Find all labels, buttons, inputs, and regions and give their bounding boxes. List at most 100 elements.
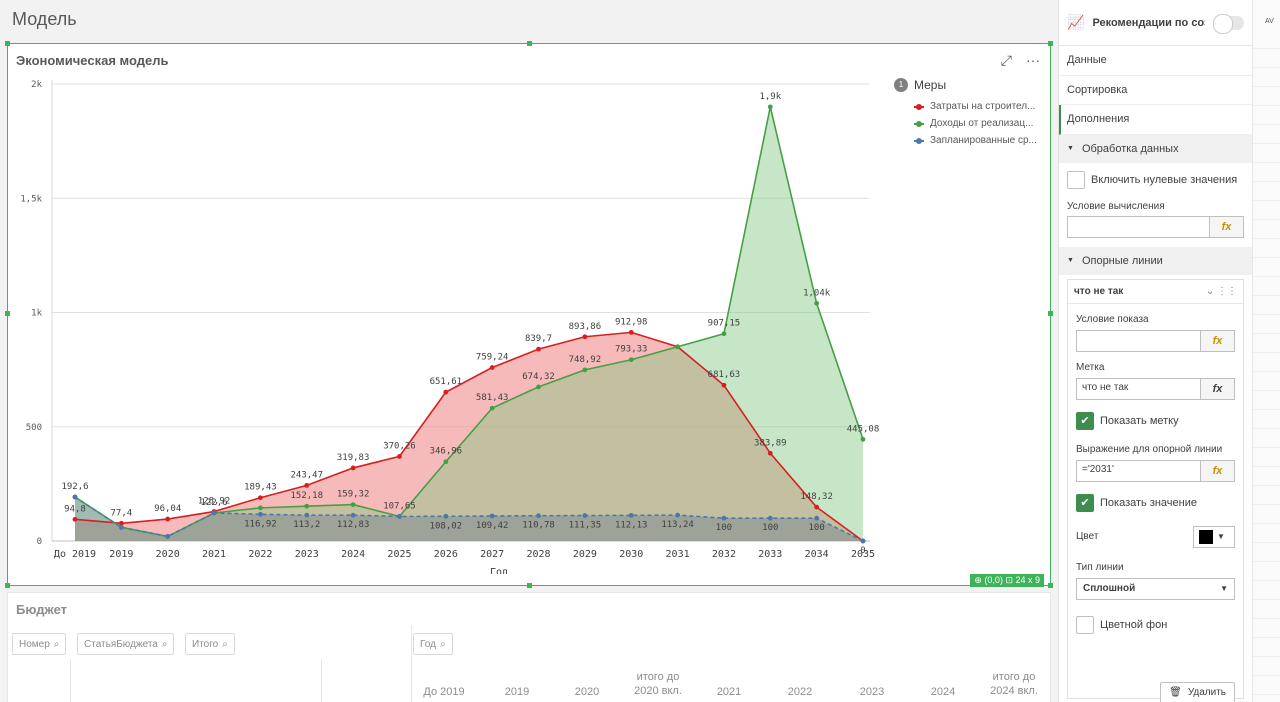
budget-panel[interactable]: Бюджет Номер ⌕ СтатьяБюджета ⌕ Итого ⌕ Год ⌕…	[7, 592, 1051, 702]
column-header[interactable]: итого до 2024 вкл.	[990, 671, 1038, 697]
data-label: 152,18	[291, 491, 324, 501]
data-point	[721, 382, 727, 388]
nav-addons[interactable]: Дополнения	[1059, 105, 1252, 135]
x-tick-label: 2032	[712, 549, 736, 560]
data-point	[814, 504, 820, 510]
data-label: 189,43	[244, 483, 277, 493]
data-label: 128,92	[198, 497, 231, 507]
nav-sorting[interactable]: Сортировка	[1059, 76, 1252, 105]
data-label: 100	[716, 523, 732, 533]
x-tick-label: 2030	[619, 549, 643, 560]
data-point	[814, 300, 820, 306]
data-label: 912,98	[615, 317, 648, 327]
y-tick-label: 2k	[31, 80, 42, 90]
data-label: 113,2	[293, 520, 320, 530]
series-line-2	[74, 496, 864, 542]
legend-swatch	[914, 103, 924, 110]
calc-condition-input[interactable]	[1067, 215, 1210, 238]
x-tick-label: 2022	[248, 549, 272, 560]
legend-item-revenue[interactable]: Доходы от реализац...	[894, 115, 1044, 132]
fx-button[interactable]: fx	[1201, 329, 1235, 352]
color-row: Цвет ▼	[1076, 525, 1235, 548]
resize-handle[interactable]	[527, 41, 532, 46]
column-header[interactable]: 2019	[504, 686, 530, 698]
label-input[interactable]: что не так	[1076, 377, 1201, 400]
data-point	[118, 520, 124, 526]
data-point	[860, 436, 866, 442]
right-edge-strip: AV	[1252, 0, 1280, 702]
filter-total[interactable]: Итого ⌕	[185, 633, 235, 655]
show-label-checkbox[interactable]: ✔	[1076, 411, 1094, 430]
column-header[interactable]: итого до 2020 вкл.	[634, 671, 682, 697]
search-icon: ⌕	[439, 638, 446, 650]
data-point	[211, 510, 217, 516]
resize-handle[interactable]	[5, 311, 10, 316]
include-zero-checkbox[interactable]	[1067, 170, 1085, 189]
data-label: 893,86	[569, 322, 602, 332]
fx-button[interactable]: fx	[1201, 377, 1235, 400]
show-condition-label: Условие показа	[1076, 313, 1149, 325]
y-tick-label: 1,5k	[20, 194, 42, 204]
data-label: 243,47	[291, 470, 324, 480]
chart-panel[interactable]: Экономическая модель ⤢ ··· 0 500 1k 1,5k 2k Д…	[5, 41, 1053, 588]
data-point	[536, 346, 541, 352]
filter-year[interactable]: Год ⌕	[413, 633, 453, 655]
data-point	[304, 482, 310, 488]
economic-model-chart: 0 500 1k 1,5k 2k До 2019 2019 2020 2021 2022 2023 2…	[20, 80, 879, 574]
line-type-select[interactable]: Сплошной ▼	[1076, 577, 1235, 600]
expr-input[interactable]: ='2031'	[1076, 459, 1201, 482]
data-point	[767, 104, 773, 110]
legend-item-planned[interactable]: Запланированные ср...	[894, 132, 1044, 149]
column-header[interactable]: 2024	[930, 686, 956, 698]
fx-button[interactable]: fx	[1201, 459, 1235, 482]
resize-handle[interactable]	[1048, 41, 1053, 46]
column-header[interactable]: 2022	[787, 686, 813, 698]
nav-data[interactable]: Данные	[1059, 46, 1252, 76]
colored-bg-checkbox[interactable]	[1076, 615, 1094, 634]
resize-handle[interactable]	[1048, 311, 1053, 316]
section-label: Обработка данных	[1081, 142, 1179, 155]
reference-line-header[interactable]: что не так ⌄ ⋮⋮	[1068, 280, 1243, 304]
delete-label: Удалить	[1187, 687, 1226, 698]
data-label: 192,6	[61, 482, 88, 492]
show-label-label: Показать метку	[1100, 414, 1179, 427]
section-reference-lines[interactable]: ▼ Опорные линии	[1059, 246, 1252, 275]
data-label: 111,35	[569, 521, 602, 531]
filter-number[interactable]: Номер ⌕	[12, 633, 67, 655]
expand-icon[interactable]: ⤢	[1000, 52, 1012, 68]
series-line-0	[74, 331, 864, 542]
legend-header[interactable]: 1 Меры	[894, 78, 1044, 92]
show-condition-input[interactable]	[1076, 329, 1201, 352]
data-point	[675, 512, 680, 518]
calc-condition-label: Условие вычисления	[1067, 200, 1165, 212]
filter-budget-item[interactable]: СтатьяБюджета ⌕	[77, 633, 175, 655]
section-data-handling[interactable]: ▼ Обработка данных	[1059, 134, 1252, 163]
data-point	[397, 514, 402, 519]
column-header[interactable]: 2021	[716, 686, 742, 698]
resize-handle[interactable]	[5, 41, 10, 46]
color-label: Цвет	[1076, 531, 1099, 542]
show-value-checkbox[interactable]: ✔	[1076, 493, 1094, 512]
data-point	[350, 465, 356, 471]
more-icon[interactable]: ···	[1026, 52, 1040, 68]
recommendations-toggle[interactable]	[1212, 13, 1244, 34]
column-header[interactable]: 2023	[859, 686, 885, 698]
legend-label: Запланированные ср...	[930, 135, 1037, 146]
legend-swatch	[914, 120, 924, 127]
resize-handle[interactable]	[1048, 583, 1053, 588]
legend-title: Меры	[914, 78, 947, 92]
column-header[interactable]: 2020	[574, 686, 600, 698]
line-chart-icon: 📈	[1067, 14, 1085, 30]
legend-item-costs[interactable]: Затраты на строител...	[894, 98, 1044, 115]
column-header[interactable]: До 2019	[423, 686, 465, 698]
data-label: 148,32	[800, 492, 833, 502]
fx-button[interactable]: fx	[1210, 215, 1244, 238]
color-picker[interactable]: ▼	[1193, 525, 1235, 548]
delete-button[interactable]: 🗑 Удалить	[1160, 681, 1235, 702]
chevron-down-icon: ⌄ ⋮⋮	[1205, 285, 1237, 297]
data-label: 1,04k	[803, 288, 831, 298]
caret-down-icon: ▼	[1067, 145, 1074, 152]
resize-handle[interactable]	[527, 583, 532, 588]
x-tick-label: 2024	[341, 549, 365, 560]
resize-handle[interactable]	[5, 583, 10, 588]
